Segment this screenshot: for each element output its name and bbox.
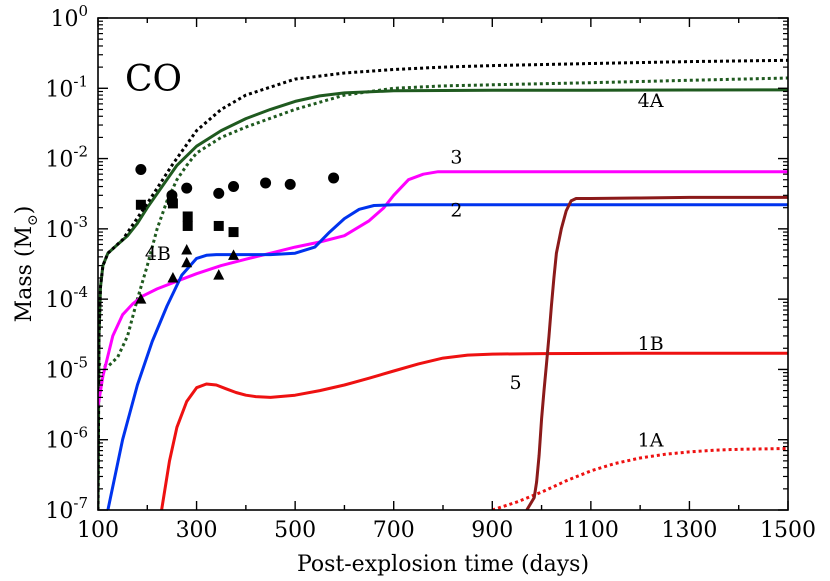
y-tick-base: 10 [45,429,73,454]
observation-circle-marker [181,182,193,194]
x-tick-label: 1300 [661,518,717,543]
chart-title: CO [125,59,182,100]
y-axis-title-close: ) [12,206,37,215]
y-tick-exponent: -4 [73,283,88,301]
series-1b-line [160,351,788,510]
y-tick-exponent: -2 [73,143,88,161]
y-tick-base: 10 [45,288,73,313]
observation-square-marker [135,199,146,210]
observation-square-marker [228,227,239,238]
observation-circle-marker [284,178,296,190]
y-axis-title-sun: ⊙ [25,214,41,226]
y-tick-exponent: -7 [73,494,88,512]
y-tick-label: 10-6 [45,424,88,454]
x-tick-label: 300 [176,518,218,543]
observation-triangle-marker [135,293,147,304]
x-tick-label: 700 [373,518,415,543]
x-axis-title: Post-explosion time (days) [297,552,589,577]
curve-label-5: 5 [510,372,522,394]
y-tick-label: 10-2 [45,143,88,173]
series-4b-line [98,76,788,368]
observation-circle-marker [135,163,147,175]
curve-label-4b: 4B [145,243,171,265]
y-tick-base: 10 [45,358,73,383]
y-tick-label: 10-1 [45,72,88,102]
y-tick-exponent: 0 [78,2,88,20]
curve-label-4a: 4A [638,90,664,112]
tick-layer [97,17,789,511]
y-tick-base: 10 [45,499,73,524]
curve-label-2: 2 [450,199,462,221]
series-3-line [98,170,788,407]
y-tick-label: 10-3 [45,213,88,243]
y-tick-label: 10-4 [45,283,88,313]
observation-circle-marker [228,181,240,193]
x-tick-label: 900 [471,518,513,543]
y-tick-label: 10-7 [45,494,88,524]
observation-square-marker [182,220,193,231]
marker-layer [135,163,340,304]
curve-label-1a: 1A [638,430,664,452]
observation-triangle-marker [228,249,240,260]
series-4a-line [98,88,788,510]
y-tick-base: 10 [45,148,73,173]
series-layer [98,58,788,510]
y-tick-exponent: -1 [73,72,88,90]
y-tick-exponent: -5 [73,353,88,371]
x-tick-label: 1100 [563,518,619,543]
observation-square-marker [182,211,193,222]
observation-triangle-marker [181,256,193,268]
y-tick-base: 10 [45,218,73,243]
x-tick-label: 1500 [760,518,816,543]
observation-triangle-marker [213,269,225,280]
curve-label-1b: 1B [638,333,664,355]
observation-circle-marker [328,172,340,184]
label-layer: 100 300 500 700 900 1100 1300 150010-710-610-51… [45,2,816,543]
observation-circle-marker [213,187,225,199]
y-tick-label: 100 [50,2,88,32]
series-2-line [106,203,788,510]
observation-square-marker [167,198,178,209]
observation-triangle-marker [167,271,179,283]
y-axis-title-main: Mass (M [12,226,37,322]
x-tick-label: 500 [274,518,316,543]
y-axis-title: Mass (M⊙) [12,206,41,323]
curve-label-3: 3 [450,147,462,169]
observation-square-marker [213,220,224,231]
y-tick-exponent: -3 [73,213,88,231]
observation-circle-marker [260,177,272,189]
series-5-line [525,195,788,510]
y-tick-exponent: -6 [73,424,88,442]
y-tick-base: 10 [50,7,78,32]
x-tick-label: 100 [77,518,119,543]
series-upper-dotted-line [98,58,788,510]
series-1a-line [491,447,788,510]
y-tick-label: 10-5 [45,353,88,383]
observation-triangle-marker [181,244,193,255]
y-tick-base: 10 [45,77,73,102]
